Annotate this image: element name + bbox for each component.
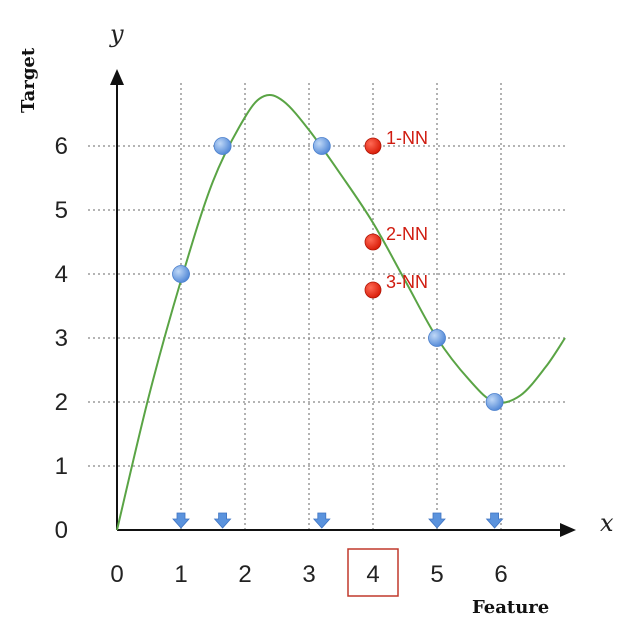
feature-arrow-marker <box>485 512 504 529</box>
training-points <box>172 137 504 411</box>
neighbor-label: 1-NN <box>386 128 428 148</box>
feature-arrow-marker <box>428 512 446 529</box>
tick-labels: 0 1 2 3 4 5 6 0 1 2 3 4 5 6 <box>55 133 508 588</box>
y-axis-arrow <box>110 69 124 85</box>
x-tick-label: 0 <box>110 561 123 588</box>
y-tick-label: 6 <box>55 133 68 160</box>
target-curve <box>116 93 566 531</box>
y-tick-label: 0 <box>55 517 68 544</box>
y-tick-label: 5 <box>55 197 68 224</box>
feature-markers <box>172 512 504 529</box>
neighbor-label: 3-NN <box>386 272 428 292</box>
training-point <box>172 265 190 283</box>
y-axis-letter: y <box>109 20 124 48</box>
x-axis-arrow <box>560 523 576 537</box>
y-axis-title: Target <box>18 47 39 113</box>
x-tick-label: 4 <box>366 561 379 588</box>
query-tick-highlight-box <box>347 548 399 597</box>
y-tick-label: 4 <box>55 261 68 288</box>
x-tick-label: 1 <box>174 561 187 588</box>
training-point <box>213 137 232 155</box>
training-point <box>428 329 446 347</box>
y-tick-label: 2 <box>55 389 68 416</box>
feature-arrow-marker <box>213 512 232 529</box>
feature-arrow-marker <box>172 512 190 529</box>
x-tick-label: 2 <box>238 561 251 588</box>
y-tick-label: 3 <box>55 325 68 352</box>
x-axis-title: Feature <box>472 597 549 618</box>
x-tick-label: 3 <box>302 561 315 588</box>
feature-arrow-marker <box>312 512 331 529</box>
x-axis-letter: x <box>600 509 614 537</box>
neighbor-label: 2-NN <box>386 224 428 244</box>
neighbor-point <box>364 233 382 251</box>
y-tick-label: 1 <box>55 453 68 480</box>
neighbor-point <box>364 137 382 155</box>
x-tick-label: 6 <box>494 561 507 588</box>
neighbor-point <box>364 281 382 299</box>
x-tick-label: 5 <box>430 561 443 588</box>
training-point <box>485 393 504 411</box>
training-point <box>312 137 331 155</box>
neighbor-points: 1-NN 2-NN 3-NN <box>364 128 428 299</box>
